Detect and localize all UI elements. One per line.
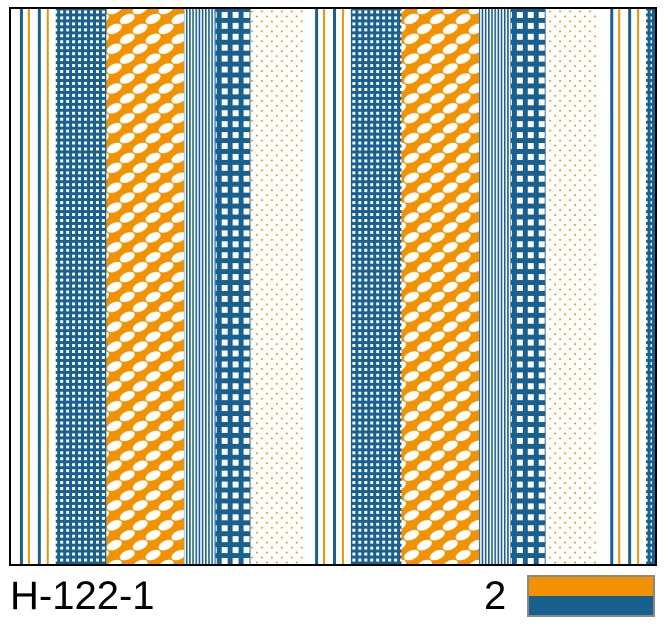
blue-grid-band (55, 9, 107, 564)
orange-dot-band (250, 9, 304, 564)
blue-gingham-band (510, 9, 546, 564)
thin-stripe (610, 9, 614, 564)
fabric-swatch (9, 7, 657, 566)
color-chip-blue (529, 596, 653, 615)
thin-stripe (341, 9, 344, 564)
orange-ellipse-band (106, 9, 184, 564)
design-code: H-122-1 (10, 574, 155, 618)
thin-stripe (652, 9, 655, 564)
blue-grid-band (350, 9, 402, 564)
color-chip-orange (529, 577, 653, 596)
thin-stripe (27, 9, 30, 564)
thin-stripe (19, 9, 23, 564)
blue-gingham-band (215, 9, 251, 564)
thin-stripe (323, 9, 326, 564)
color-count: 2 (484, 574, 507, 618)
fine-stripe-band (479, 9, 511, 564)
thin-stripe (315, 9, 319, 564)
thin-stripe (37, 9, 41, 564)
orange-dot-band (545, 9, 599, 564)
thin-stripe (628, 9, 632, 564)
thin-stripe (618, 9, 621, 564)
fine-stripe-band (183, 9, 216, 564)
color-legend (527, 575, 655, 617)
thin-stripe (46, 9, 49, 564)
thin-stripe (333, 9, 336, 564)
thin-stripe (637, 9, 640, 564)
orange-ellipse-band (401, 9, 480, 564)
blue-grid-band (646, 9, 655, 564)
